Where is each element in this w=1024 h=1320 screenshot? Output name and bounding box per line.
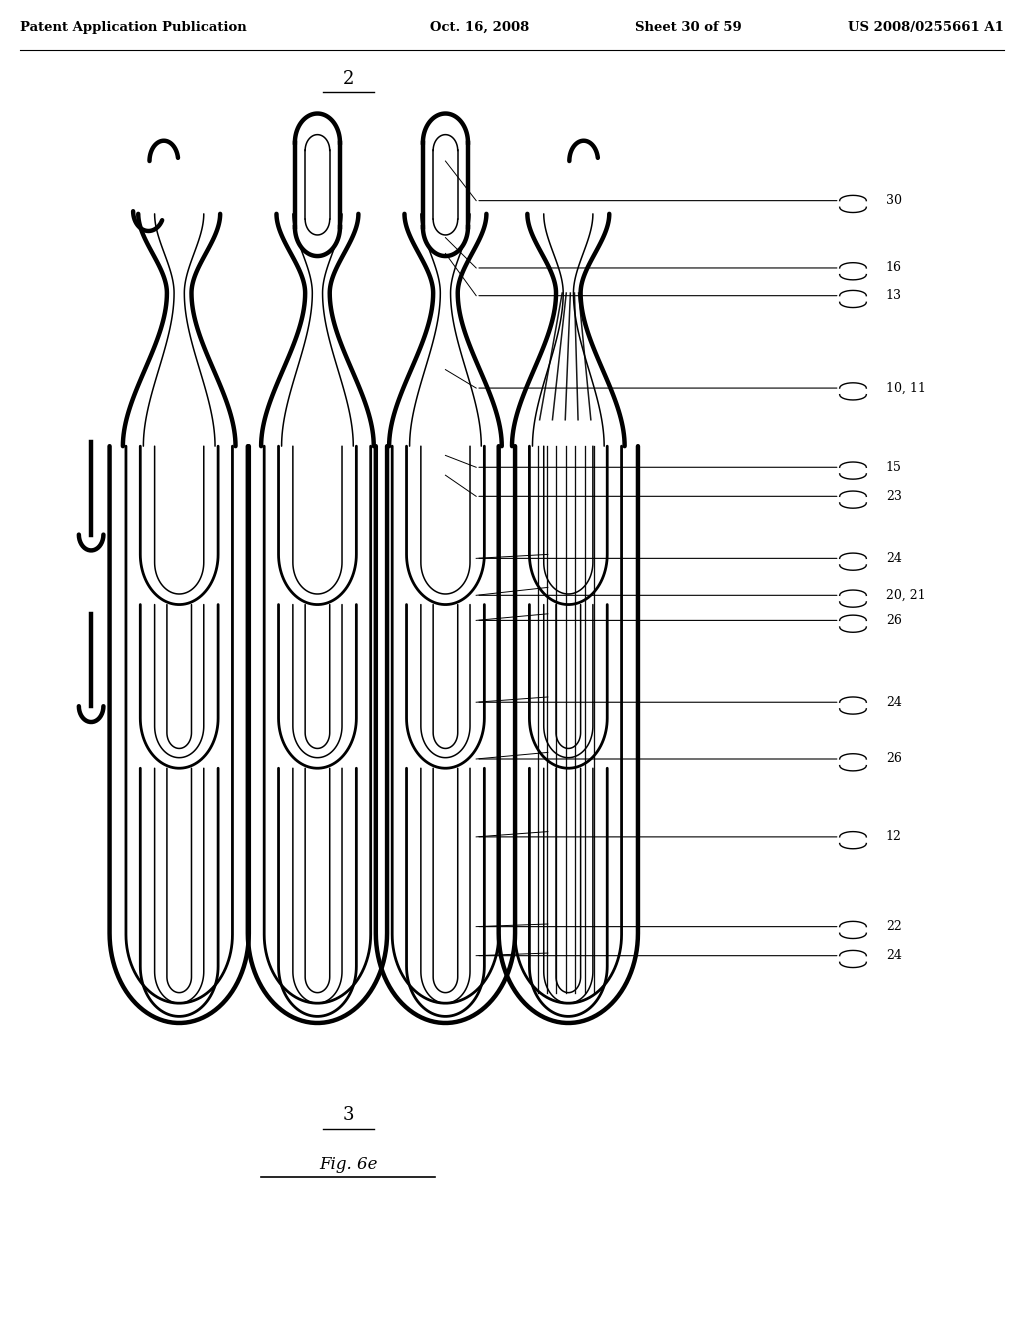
Text: 24: 24 — [886, 696, 902, 709]
Text: 23: 23 — [886, 490, 902, 503]
Text: 24: 24 — [886, 552, 902, 565]
Text: 20, 21: 20, 21 — [886, 589, 926, 602]
Text: US 2008/0255661 A1: US 2008/0255661 A1 — [848, 21, 1004, 34]
Text: 2: 2 — [342, 70, 354, 88]
Text: Oct. 16, 2008: Oct. 16, 2008 — [430, 21, 529, 34]
Text: Fig. 6e: Fig. 6e — [318, 1156, 378, 1172]
Text: 10, 11: 10, 11 — [886, 381, 926, 395]
Text: Sheet 30 of 59: Sheet 30 of 59 — [635, 21, 741, 34]
Text: 12: 12 — [886, 830, 902, 843]
Text: Patent Application Publication: Patent Application Publication — [20, 21, 247, 34]
Text: 30: 30 — [886, 194, 902, 207]
Text: 22: 22 — [886, 920, 901, 933]
Text: 15: 15 — [886, 461, 902, 474]
Text: 16: 16 — [886, 261, 902, 275]
Text: 13: 13 — [886, 289, 902, 302]
Text: 3: 3 — [342, 1106, 354, 1125]
Text: 26: 26 — [886, 752, 902, 766]
Text: 26: 26 — [886, 614, 902, 627]
Text: 24: 24 — [886, 949, 902, 962]
